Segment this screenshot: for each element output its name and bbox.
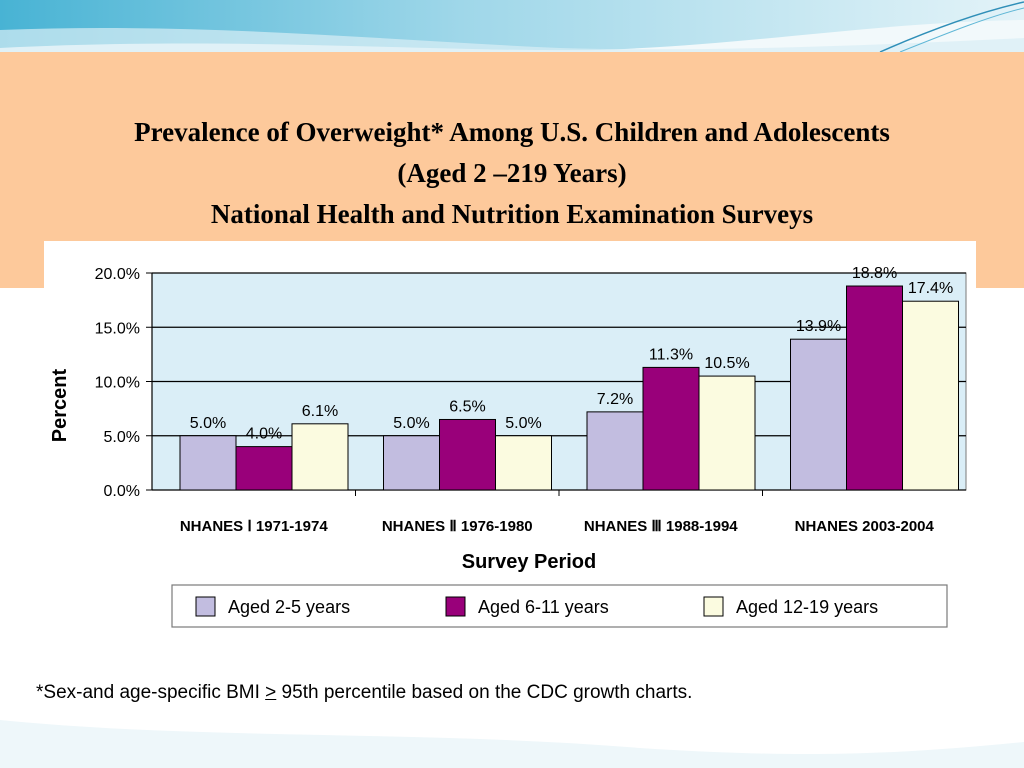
title-line-2: (Aged 2 –2​19 Years) (397, 158, 627, 188)
legend: Aged 2-5 years Aged 6-11 years Aged 12-19 … (171, 584, 948, 628)
legend-swatch (195, 596, 216, 617)
x-category-label: NHANES Ⅰ 1971-1974 (180, 518, 328, 535)
data-labels: 5.0% 4.0% 6.1% 5.0% 6.5% 5.0% 7.2% 11.3% 10.5% 13… (190, 265, 953, 443)
bar-value-label: 5.0% (190, 415, 226, 432)
y-tick-label: 10.0% (95, 375, 140, 392)
bar (586, 411, 644, 491)
x-category-label: NHANES Ⅱ 1976-1980 (382, 518, 533, 535)
bar-value-label: 7.2% (597, 391, 633, 408)
bar-value-label: 18.8% (852, 265, 897, 282)
bar (235, 446, 293, 491)
bars (179, 285, 959, 491)
x-category-labels: NHANES Ⅰ 1971-1974 NHANES Ⅱ 1976-1980 NHAN… (180, 518, 935, 535)
bar (642, 366, 700, 491)
legend-label: Aged 6-11 years (478, 597, 609, 617)
legend-label: Aged 12-19 years (736, 597, 878, 617)
title-line-1: Prevalence of Overweight* Among U.S. Chi… (134, 117, 890, 147)
x-category-label: NHANES Ⅲ 1988-1994 (584, 518, 738, 535)
footnote: *Sex-and age-specific BMI > 95th percent… (36, 682, 996, 704)
legend-swatch (703, 596, 724, 617)
chart-card: 0.0% 5.0% 10.0% 15.0% 20.0% 5.0% 4.0% 6.1% 5.0%… (44, 241, 976, 638)
legend-label: Aged 2-5 years (228, 597, 350, 617)
bar (291, 423, 349, 491)
bottom-wave (0, 720, 1024, 768)
y-tick-label: 5.0% (104, 429, 140, 446)
legend-swatch (445, 596, 466, 617)
bar (179, 435, 237, 491)
bar-value-label: 11.3% (649, 346, 693, 363)
bar (383, 435, 440, 491)
bar (902, 300, 959, 491)
bar-chart: 0.0%5.0%10.0%15.0%20.0% 5.0%4.0%6.1%5.0%… (49, 265, 967, 628)
bar-value-label: 5.0% (393, 415, 429, 432)
y-tick-label: 15.0% (95, 320, 140, 337)
bar-value-label: 4.0% (246, 426, 282, 443)
footnote-symbol: > (265, 682, 277, 703)
bar (495, 435, 552, 491)
bar (790, 338, 847, 491)
bar-value-label: 10.5% (704, 355, 749, 372)
bar (846, 285, 903, 491)
legend-box (171, 584, 948, 628)
y-axis-title: Percent (49, 368, 71, 442)
bar (439, 418, 496, 491)
x-axis-title: Survey Period (462, 551, 597, 573)
bar-value-label: 6.1% (302, 403, 338, 420)
footnote-text-before: *Sex-and age-specific BMI (36, 682, 266, 703)
x-category-label: NHANES 2003-2004 (795, 518, 935, 535)
bar (698, 375, 756, 491)
title-line-3: National Health and Nutrition Examinatio… (210, 199, 814, 229)
bar-value-label: 13.9% (796, 318, 841, 335)
footnote-text-after: 95th percentile based on the CDC growth … (276, 682, 693, 703)
y-tick-label: 20.0% (95, 266, 140, 283)
header-swoosh (879, 1, 1024, 53)
y-tick-label: 0.0% (104, 483, 140, 500)
bar-value-label: 5.0% (505, 415, 541, 432)
bar-value-label: 17.4% (908, 280, 953, 297)
header-wave-light (0, 27, 1024, 52)
slide-title: Prevalence of Overweight* Among U.S. Chi… (12, 112, 1012, 235)
bar-value-label: 6.5% (449, 398, 485, 415)
